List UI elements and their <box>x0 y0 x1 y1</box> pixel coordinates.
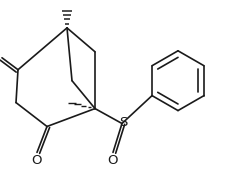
Text: O: O <box>32 154 42 167</box>
Text: S: S <box>119 116 127 129</box>
Text: O: O <box>107 154 117 167</box>
